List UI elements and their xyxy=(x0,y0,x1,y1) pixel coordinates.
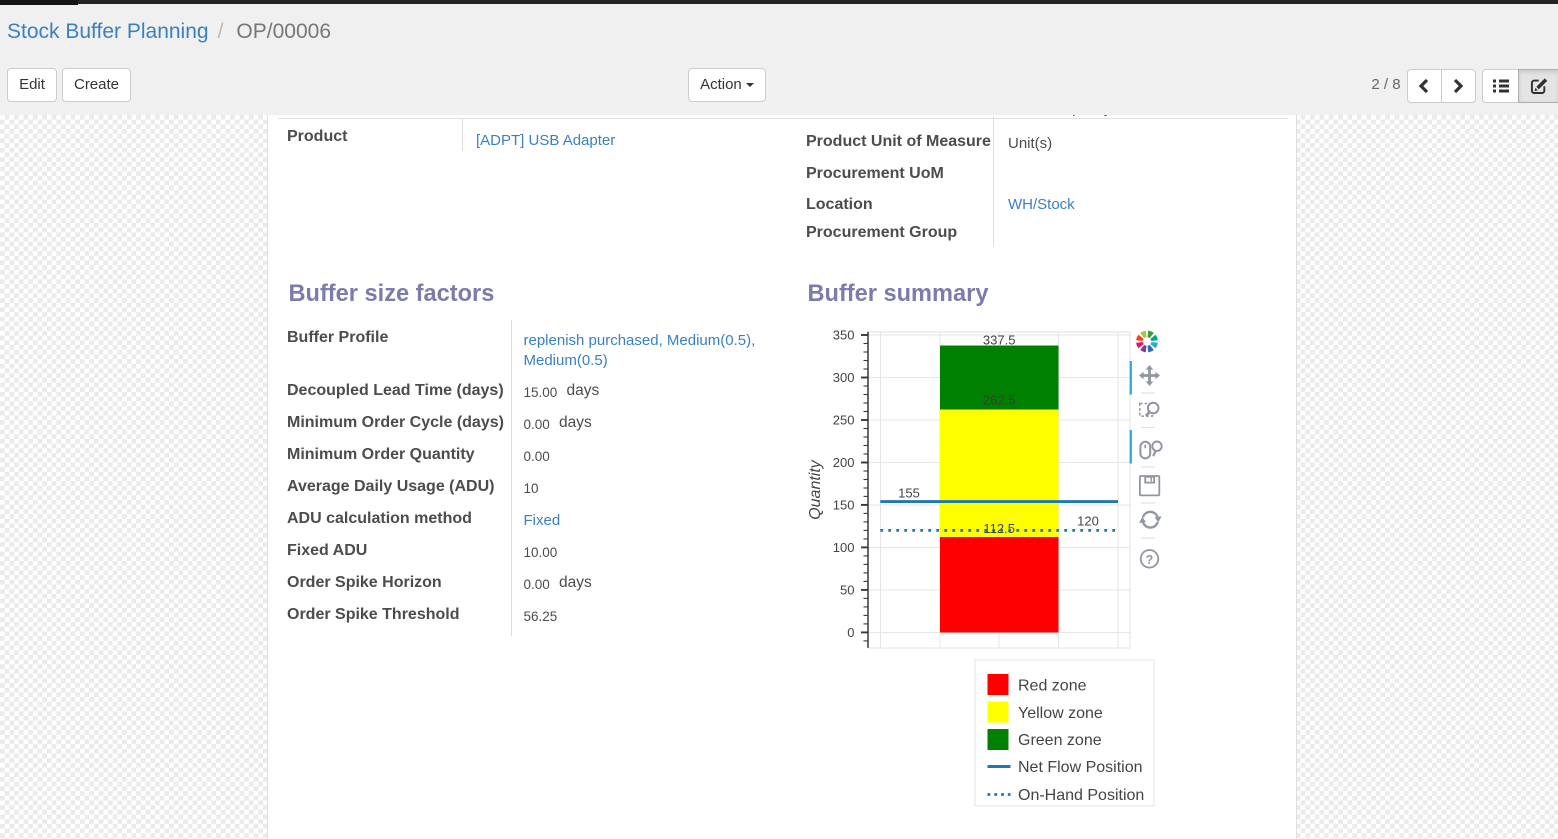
svg-text:100: 100 xyxy=(833,540,855,555)
svg-text:50: 50 xyxy=(840,582,854,597)
svg-text:150: 150 xyxy=(833,497,855,512)
svg-text:Red zone: Red zone xyxy=(1018,678,1087,695)
svg-text:?: ? xyxy=(1146,553,1154,567)
svg-text:0: 0 xyxy=(847,625,854,640)
svg-text:262.5: 262.5 xyxy=(983,393,1016,408)
svg-text:Quantity: Quantity xyxy=(807,459,824,520)
svg-text:Green zone: Green zone xyxy=(1018,732,1102,749)
svg-text:155: 155 xyxy=(898,486,920,501)
svg-text:On-Hand Position: On-Hand Position xyxy=(1018,787,1144,804)
svg-text:337.5: 337.5 xyxy=(983,333,1016,348)
svg-text:300: 300 xyxy=(833,370,855,385)
svg-text:Yellow zone: Yellow zone xyxy=(1018,705,1103,722)
svg-text:250: 250 xyxy=(833,413,855,428)
svg-text:350: 350 xyxy=(833,328,855,343)
svg-text:200: 200 xyxy=(833,455,855,470)
svg-text:Net Flow Position: Net Flow Position xyxy=(1018,759,1143,776)
svg-text:120: 120 xyxy=(1077,514,1099,529)
svg-text:112.5: 112.5 xyxy=(983,521,1015,536)
